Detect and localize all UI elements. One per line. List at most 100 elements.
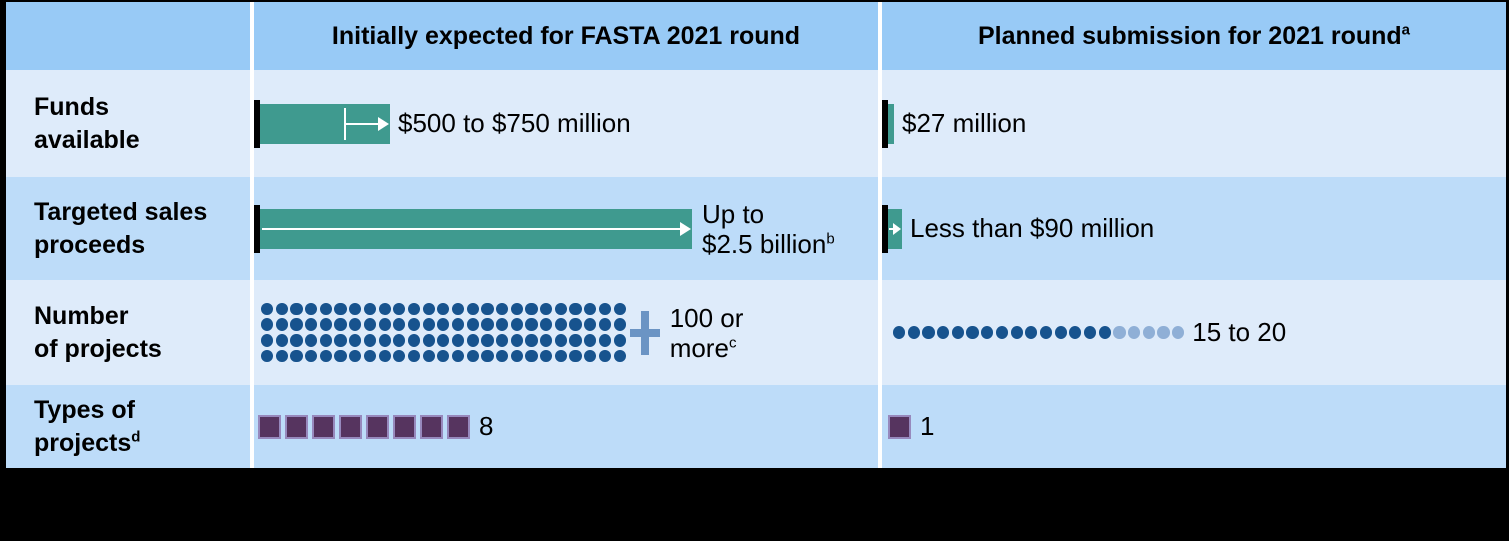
project-dot — [613, 334, 626, 347]
project-dot — [290, 334, 303, 347]
project-dot — [407, 334, 421, 347]
project-dot — [893, 326, 906, 339]
project-dot — [422, 318, 435, 331]
project-dot — [437, 302, 450, 316]
project-dot — [510, 334, 523, 347]
project-dot — [407, 302, 421, 316]
footnote-marker-b: b — [826, 229, 835, 247]
project-dot — [437, 318, 450, 331]
row-label-line: Targeted sales — [34, 197, 208, 226]
project-dot — [525, 334, 538, 347]
project-dot — [1157, 326, 1170, 339]
range-arrow-icon — [680, 221, 691, 236]
project-dot — [554, 318, 567, 331]
range-arrow-icon — [378, 116, 389, 131]
project-dot — [540, 334, 553, 347]
project-dot — [349, 318, 362, 331]
project-dot — [937, 326, 950, 339]
project-dot — [510, 349, 523, 363]
project-dot — [261, 318, 274, 331]
project-dot — [319, 318, 332, 331]
baseline-tick — [254, 99, 260, 148]
header-initially-expected-label: Initially expected for FASTA 2021 round — [331, 21, 801, 50]
project-dot — [584, 334, 597, 347]
project-dot — [393, 302, 406, 316]
baseline-tick — [254, 204, 260, 253]
project-dot — [305, 318, 318, 331]
project-dot — [305, 302, 318, 316]
project-dot — [598, 349, 611, 363]
project-dot — [334, 302, 347, 316]
project-dot — [290, 318, 303, 331]
project-dot — [510, 318, 523, 331]
project-type-square — [447, 414, 470, 439]
project-dot — [613, 318, 626, 331]
value-line: morec — [669, 332, 737, 363]
footnote-marker-d: d — [131, 428, 141, 446]
proceeds-planned-cell: Less than $90 million — [882, 177, 1506, 280]
project-dot — [393, 318, 406, 331]
project-type-square — [420, 414, 443, 439]
value-line: 100 or — [669, 302, 744, 333]
funds-planned-cell: $27 million — [882, 70, 1506, 177]
projects-planned-dot-row — [893, 326, 1185, 339]
project-type-square — [285, 414, 308, 439]
project-dot — [525, 349, 538, 363]
project-dot — [363, 349, 376, 363]
value-line: Up to — [702, 198, 765, 229]
project-dot — [1128, 326, 1141, 339]
proceeds-initial-cell: Up to $2.5 billionb — [254, 177, 878, 280]
proceeds-initial-value: Up to $2.5 billionb — [702, 199, 835, 259]
project-dot — [995, 326, 1008, 339]
proceeds-planned-value: Less than $90 million — [910, 213, 1155, 243]
row-label-line: Funds — [34, 92, 109, 121]
project-dot — [319, 334, 332, 347]
row-label-number-of-projects: Number of projects — [6, 280, 250, 385]
comparison-table: Initially expected for FASTA 2021 round … — [6, 2, 1506, 468]
project-dot — [261, 334, 274, 347]
column-divider — [250, 2, 254, 468]
projects-planned-value: 15 to 20 — [1192, 317, 1287, 347]
project-dot — [261, 349, 274, 363]
project-dot — [451, 318, 465, 331]
range-arrow-line — [889, 227, 894, 230]
footnote-marker-a: a — [1401, 21, 1411, 39]
baseline-tick — [882, 99, 888, 148]
project-dot — [451, 302, 465, 316]
project-dot — [363, 318, 376, 331]
project-dot — [1083, 326, 1097, 339]
header-planned-submission: Planned submission for 2021 rounda — [882, 2, 1506, 70]
project-dot — [481, 334, 494, 347]
project-dot — [451, 349, 465, 363]
project-dot — [584, 349, 597, 363]
project-dot — [481, 318, 494, 331]
project-dot — [378, 334, 391, 347]
row-label-line: proceeds — [34, 230, 146, 259]
project-dot — [496, 349, 509, 363]
project-dot — [496, 334, 509, 347]
types-initial-value: 8 — [479, 411, 494, 441]
project-dot — [569, 302, 582, 316]
header-empty-cell — [6, 2, 250, 70]
row-label-line: Types of — [34, 395, 135, 424]
project-dot — [540, 302, 553, 316]
project-dot — [481, 349, 494, 363]
project-dot — [363, 334, 376, 347]
project-dot — [554, 302, 567, 316]
project-type-square — [366, 414, 389, 439]
project-dot — [1113, 326, 1126, 339]
range-start-line — [344, 107, 346, 140]
baseline-tick — [882, 204, 888, 253]
header-initially-expected: Initially expected for FASTA 2021 round — [254, 2, 878, 70]
project-dot — [966, 326, 979, 339]
project-dot — [598, 302, 611, 316]
project-dot — [554, 349, 567, 363]
project-type-square — [888, 414, 911, 439]
project-dot — [466, 318, 479, 331]
project-dot — [481, 302, 494, 316]
project-dot — [510, 302, 523, 316]
dot-row — [261, 302, 626, 316]
types-planned-square-row — [888, 414, 911, 439]
project-dot — [305, 349, 318, 363]
project-dot — [1054, 326, 1067, 339]
